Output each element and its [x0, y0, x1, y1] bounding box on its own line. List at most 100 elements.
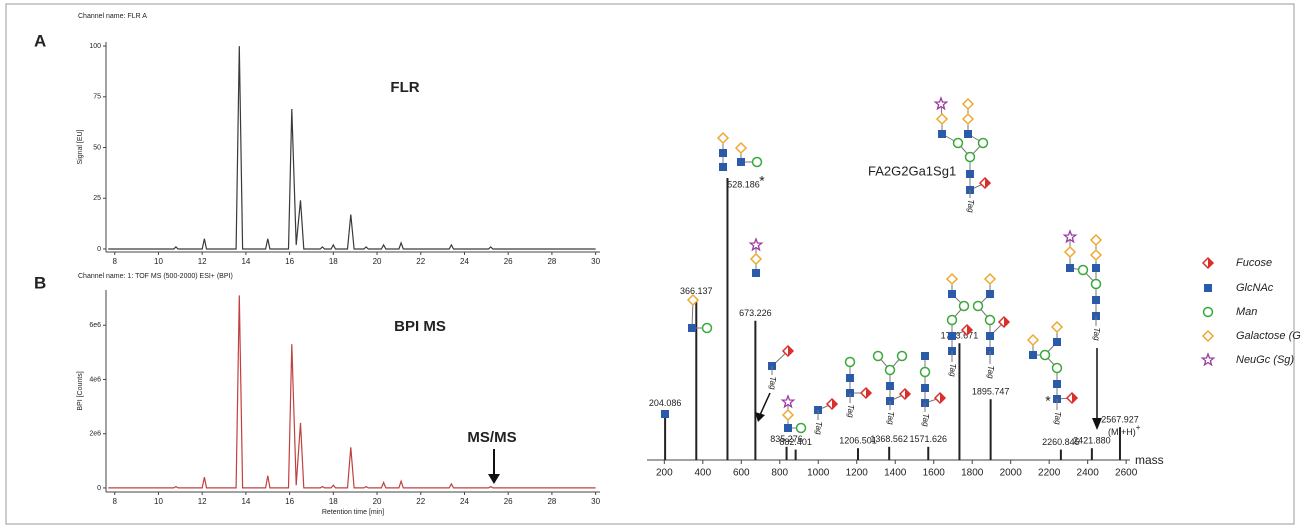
glcnac [784, 424, 792, 432]
x-tick-label: 200 [656, 468, 673, 479]
x-tick-label: 28 [547, 497, 556, 506]
x-tick-label: 22 [416, 497, 425, 506]
x-axis-label: Retention time [min] [322, 509, 384, 516]
asterisk: * [1045, 393, 1051, 409]
glycan-tag: Tag [948, 363, 957, 377]
glycan: Tag [768, 344, 795, 390]
galactose [1089, 233, 1103, 247]
glycan [716, 131, 730, 171]
x-tick-label: 12 [198, 257, 207, 266]
glcnac [948, 290, 956, 298]
x-tick-label: 1800 [961, 468, 984, 479]
x-tick-label: 2400 [1077, 468, 1100, 479]
arrowhead [1092, 418, 1102, 430]
x-tick-label: 16 [285, 257, 294, 266]
man [1051, 362, 1063, 374]
glcnac [719, 163, 727, 171]
man [972, 300, 984, 312]
y-axis-label: BPI [Counts] [77, 371, 84, 410]
x-tick-label: 22 [416, 257, 425, 266]
fucose-half [967, 325, 972, 335]
galactose [1026, 333, 1040, 347]
man [896, 350, 908, 362]
man [844, 356, 856, 368]
legend-label: NeuGc (Sg) [1236, 354, 1294, 366]
x-tick-label: 18 [329, 257, 338, 266]
adduct: (M +H) [1108, 427, 1136, 437]
x-tick-label: 800 [771, 468, 788, 479]
x-tick-label: 2000 [1000, 468, 1023, 479]
figure-border [5, 3, 1295, 525]
glcnac [1092, 296, 1100, 304]
fucose-half [1072, 393, 1077, 403]
man [964, 151, 976, 163]
man [884, 364, 896, 376]
glcnac [737, 158, 745, 166]
glcnac [719, 149, 727, 157]
panel-label: A [34, 31, 46, 50]
glcnac [1204, 284, 1212, 292]
y-tick-label: 75 [93, 94, 101, 101]
fucose-half [866, 388, 871, 398]
x-tick-label: 24 [460, 497, 469, 506]
x-tick-label: 2200 [1038, 468, 1061, 479]
glcnac [986, 332, 994, 340]
y-tick-label: 100 [89, 43, 101, 50]
glcnac [661, 410, 669, 418]
neugc [748, 237, 764, 252]
legend-label: Galactose (Gal) [1236, 330, 1301, 342]
man [701, 322, 713, 334]
peak-label: 1571.626 [909, 434, 947, 444]
glycan: Tag [872, 350, 912, 425]
glycan: Tag [814, 397, 839, 435]
glcnac [1092, 264, 1100, 272]
adduct-label: (M +H)+ [1108, 423, 1141, 437]
y-tick-label: 2e6 [89, 431, 101, 438]
neugc [780, 394, 796, 409]
glcnac [964, 130, 972, 138]
fucose-half [832, 399, 837, 409]
channel-name: Channel name: 1: TOF MS (500-2000) ESI+ … [78, 273, 233, 280]
man [1077, 264, 1089, 276]
galactose [935, 112, 949, 126]
glycan: Tag [1026, 320, 1079, 425]
arrowhead [755, 412, 765, 422]
fucose-half [905, 389, 910, 399]
neugc [1062, 229, 1078, 244]
x-tick-label: 2600 [1115, 468, 1138, 479]
x-tick-label: 8 [113, 497, 118, 506]
peak-label: 673.226 [739, 308, 772, 318]
galactose [961, 112, 975, 126]
x-tick-label: 1600 [923, 468, 946, 479]
y-tick-label: 6e6 [89, 322, 101, 329]
neugc [1200, 352, 1216, 367]
glycan [661, 410, 669, 418]
glycan: Tag [933, 96, 992, 213]
glcnac [966, 170, 974, 178]
man [958, 300, 970, 312]
glcnac [846, 374, 854, 382]
peak-label: 204.086 [649, 398, 682, 408]
glycan-tag: Tag [814, 421, 823, 435]
glcnac [688, 324, 696, 332]
man [984, 314, 996, 326]
peak-label: 366.137 [680, 286, 713, 296]
x-tick-label: 26 [504, 497, 513, 506]
legend-label: Man [1236, 306, 1257, 318]
x-tick-label: 20 [373, 257, 382, 266]
man [977, 137, 989, 149]
man [952, 137, 964, 149]
galactose [1201, 329, 1215, 343]
glycan-name: FA2G2Ga1Sg1 [868, 163, 956, 178]
x-tick-label: 14 [241, 257, 250, 266]
glcnac [948, 332, 956, 340]
man [795, 422, 807, 434]
glycan: Tag [919, 352, 947, 427]
peak-label: 1206.501 [839, 436, 877, 446]
peak-label: 1368.562 [870, 434, 908, 444]
glycan [734, 141, 763, 168]
man [946, 314, 958, 326]
galactose [1063, 245, 1077, 259]
glcnac [938, 130, 946, 138]
